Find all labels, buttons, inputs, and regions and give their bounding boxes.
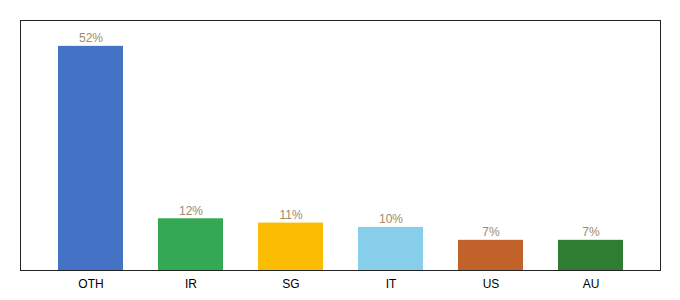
svg-text:52%: 52% (79, 31, 103, 45)
svg-text:US: US (483, 277, 500, 291)
svg-text:IT: IT (386, 277, 397, 291)
svg-text:7%: 7% (482, 225, 500, 239)
svg-text:12%: 12% (179, 204, 203, 218)
svg-text:7%: 7% (582, 225, 600, 239)
svg-text:OTH: OTH (78, 277, 103, 291)
svg-text:IR: IR (185, 277, 197, 291)
svg-text:AU: AU (583, 277, 600, 291)
svg-text:SG: SG (282, 277, 299, 291)
svg-text:11%: 11% (279, 208, 302, 222)
svg-text:10%: 10% (379, 212, 403, 226)
